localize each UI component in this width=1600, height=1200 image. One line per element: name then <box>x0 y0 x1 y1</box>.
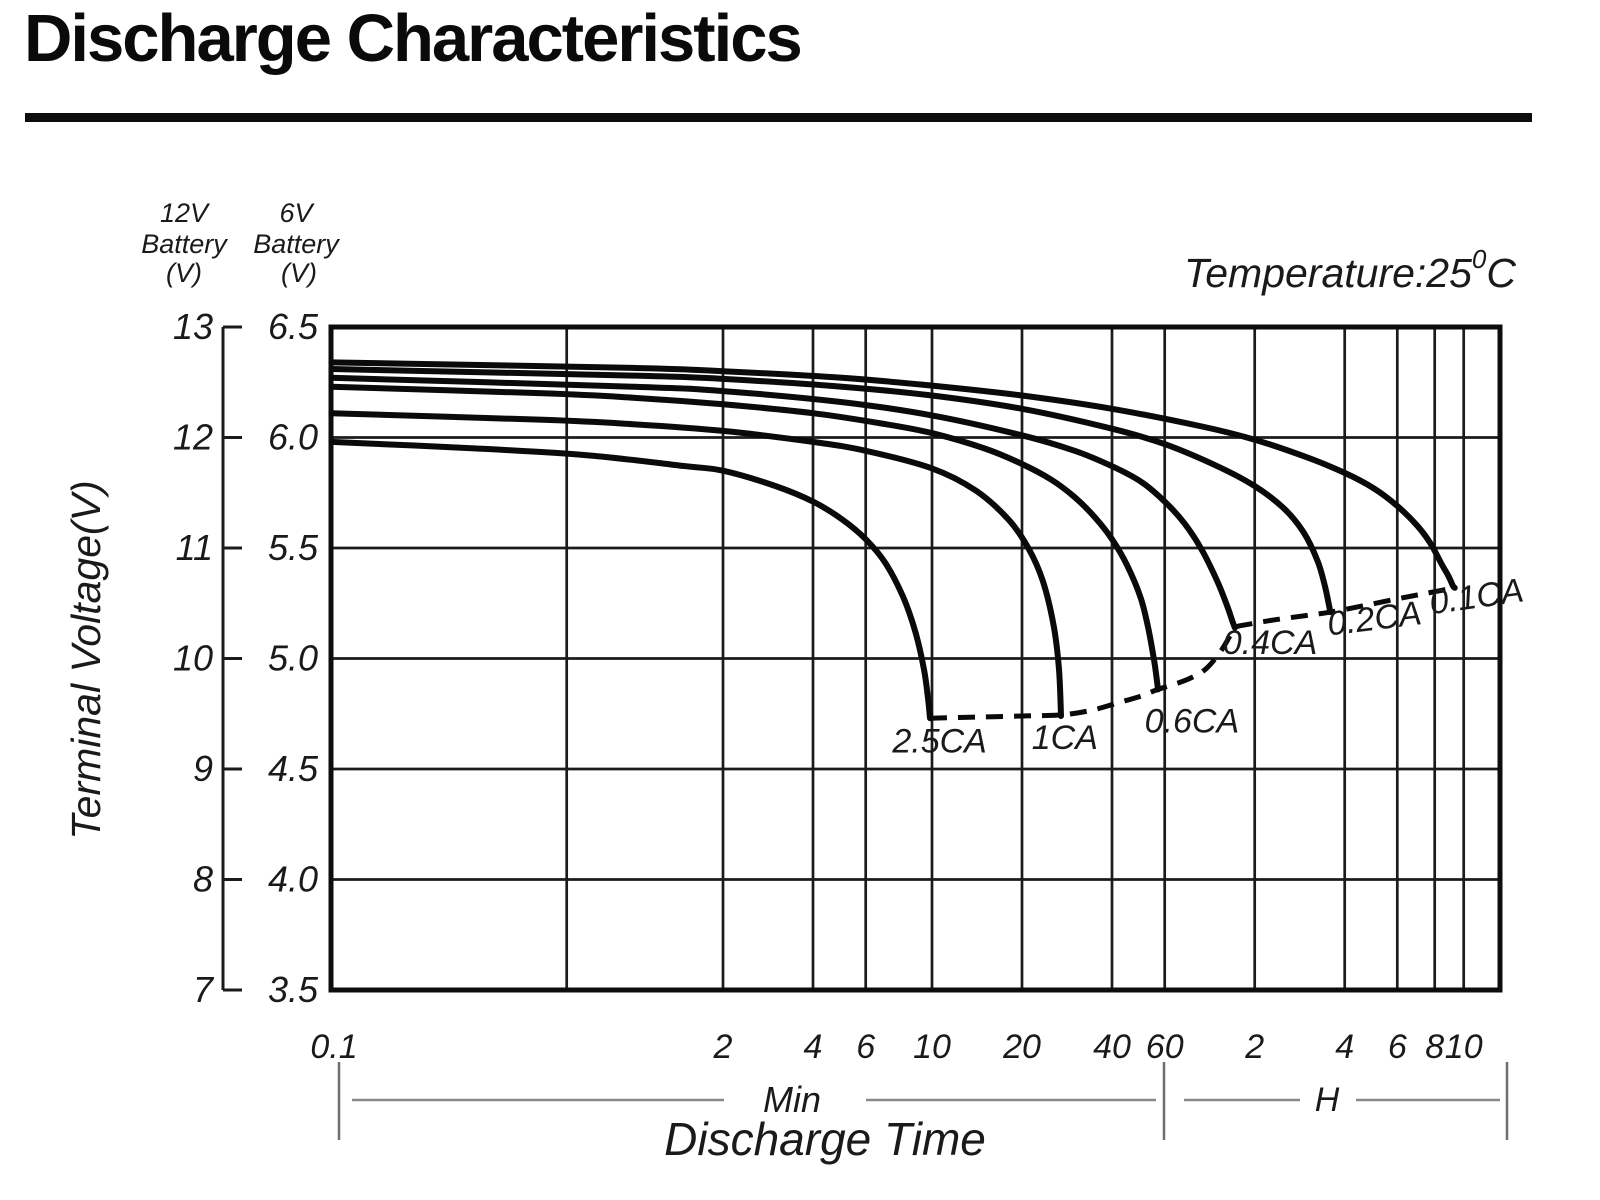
label-12v-unit: (V) <box>166 258 202 288</box>
x-tick-label: 0.1 <box>310 1028 357 1066</box>
curve-0.1CA <box>328 359 1458 591</box>
cutoff-line-path <box>929 585 1456 721</box>
x-tick-label: 40 <box>1093 1028 1131 1066</box>
label-12v-battery: Battery <box>141 229 228 259</box>
page-title: Discharge Characteristics <box>24 1 803 76</box>
x-tick-label: 10 <box>1445 1028 1483 1066</box>
temperature-label: Temperature:250C <box>1184 244 1516 296</box>
x-tick-label: 2 <box>1244 1028 1264 1066</box>
y-axis-12v-header: 12V Battery (V) <box>141 198 228 288</box>
x-tick-label: 4 <box>1335 1028 1354 1066</box>
y-axis-bracket <box>221 325 242 992</box>
series-label-0.4CA: 0.4CA <box>1223 624 1318 662</box>
y-tick-label-12v: 7 <box>193 969 215 1010</box>
x-tick-label: 2 <box>713 1028 733 1066</box>
y-tick-label-6v: 4.5 <box>268 748 319 789</box>
title-underline <box>25 113 1532 122</box>
label-6v: 6V <box>279 198 315 228</box>
x-tick-label: 6 <box>1388 1028 1407 1066</box>
y-tick-label-6v: 3.5 <box>268 969 319 1010</box>
label-6v-unit: (V) <box>281 258 317 288</box>
plot-frame <box>328 324 1503 993</box>
y-tick-label-12v: 8 <box>193 859 213 900</box>
series-label-0.1CA: 0.1CA <box>1427 571 1526 622</box>
curve-1CA <box>328 410 1064 719</box>
y-axis-title: Terminal Voltage(V) <box>63 480 109 839</box>
curve-0.2CA <box>328 366 1334 616</box>
y-tick-label-12v: 13 <box>173 306 213 347</box>
discharge-curves <box>328 359 1458 722</box>
y-tick-label-6v: 5.0 <box>268 638 318 679</box>
x-tick-label: 60 <box>1146 1028 1184 1066</box>
x-tick-label: 4 <box>804 1028 823 1066</box>
label-6v-battery: Battery <box>253 229 340 259</box>
y-tick-label-6v: 6.5 <box>268 306 319 347</box>
y-tick-label-12v: 9 <box>193 748 213 789</box>
y-tick-label-12v: 11 <box>176 527 213 568</box>
x-tick-label: 8 <box>1425 1028 1444 1066</box>
y-tick-label-6v: 4.0 <box>268 859 318 900</box>
y-tick-labels: 13 6.5 12 6.0 11 5.5 10 5.0 9 4.5 8 4.0 7 3.5 <box>173 306 319 1010</box>
series-label-2.5CA: 2.5CA <box>891 722 987 760</box>
x-tick-label: 20 <box>1002 1028 1041 1066</box>
cutoff-voltage-dashed-line <box>929 585 1456 721</box>
curve-2.5CA <box>328 438 933 722</box>
x-axis-title: Discharge Time <box>664 1113 986 1165</box>
label-12v: 12V <box>160 198 211 228</box>
series-label-1CA: 1CA <box>1032 719 1098 757</box>
hour-unit-label: H <box>1315 1081 1340 1119</box>
curve-0.6CA <box>328 383 1161 693</box>
x-tick-label: 6 <box>856 1028 875 1066</box>
x-tick-labels: 0.1 2 4 6 10 20 40 60 2 4 6 8 10 <box>310 1028 1482 1066</box>
grid-lines <box>331 325 1500 992</box>
y-tick-label-6v: 6.0 <box>268 417 318 458</box>
y-tick-label-12v: 10 <box>173 638 213 679</box>
y-tick-label-6v: 5.5 <box>268 527 319 568</box>
x-unit-ranges: Min H <box>337 1062 1509 1140</box>
series-label-0.2CA: 0.2CA <box>1325 594 1423 643</box>
plot-border <box>328 324 1503 993</box>
min-unit-label: Min <box>763 1079 821 1120</box>
curve-0.4CA <box>328 374 1238 631</box>
y-axis-6v-header: 6V Battery (V) <box>253 198 340 288</box>
x-tick-label: 10 <box>913 1028 951 1066</box>
series-label-0.6CA: 0.6CA <box>1145 703 1240 741</box>
y-tick-label-12v: 12 <box>173 417 213 458</box>
